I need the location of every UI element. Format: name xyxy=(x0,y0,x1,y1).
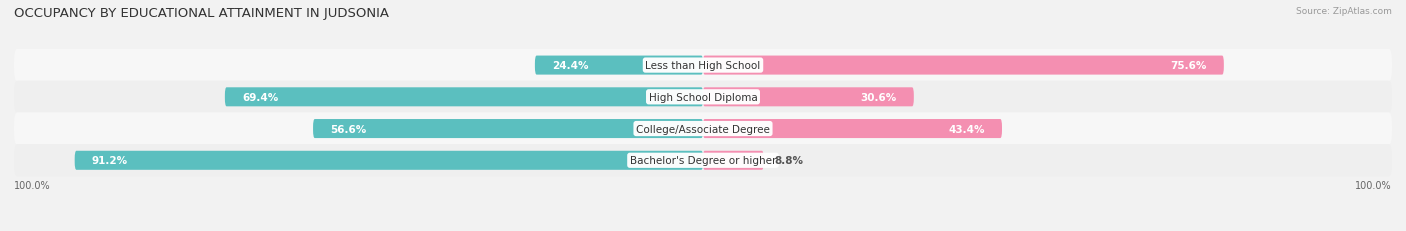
Text: OCCUPANCY BY EDUCATIONAL ATTAINMENT IN JUDSONIA: OCCUPANCY BY EDUCATIONAL ATTAINMENT IN J… xyxy=(14,7,389,20)
Text: 56.6%: 56.6% xyxy=(330,124,367,134)
Text: 75.6%: 75.6% xyxy=(1170,61,1206,71)
FancyBboxPatch shape xyxy=(14,144,1392,177)
FancyBboxPatch shape xyxy=(703,56,1223,75)
FancyBboxPatch shape xyxy=(225,88,703,107)
FancyBboxPatch shape xyxy=(14,113,1392,145)
Text: College/Associate Degree: College/Associate Degree xyxy=(636,124,770,134)
Text: Bachelor's Degree or higher: Bachelor's Degree or higher xyxy=(630,156,776,166)
Text: 91.2%: 91.2% xyxy=(91,156,128,166)
Text: Source: ZipAtlas.com: Source: ZipAtlas.com xyxy=(1296,7,1392,16)
FancyBboxPatch shape xyxy=(703,119,1002,138)
Text: 100.0%: 100.0% xyxy=(14,180,51,190)
Text: 100.0%: 100.0% xyxy=(1355,180,1392,190)
FancyBboxPatch shape xyxy=(14,50,1392,82)
FancyBboxPatch shape xyxy=(75,151,703,170)
Text: 24.4%: 24.4% xyxy=(553,61,589,71)
FancyBboxPatch shape xyxy=(314,119,703,138)
FancyBboxPatch shape xyxy=(14,81,1392,113)
Legend: Owner-occupied, Renter-occupied: Owner-occupied, Renter-occupied xyxy=(583,229,823,231)
FancyBboxPatch shape xyxy=(703,88,914,107)
Text: 69.4%: 69.4% xyxy=(242,92,278,102)
Text: 43.4%: 43.4% xyxy=(948,124,984,134)
Text: High School Diploma: High School Diploma xyxy=(648,92,758,102)
Text: 30.6%: 30.6% xyxy=(860,92,897,102)
FancyBboxPatch shape xyxy=(703,151,763,170)
FancyBboxPatch shape xyxy=(534,56,703,75)
Text: 8.8%: 8.8% xyxy=(773,156,803,166)
Text: Less than High School: Less than High School xyxy=(645,61,761,71)
